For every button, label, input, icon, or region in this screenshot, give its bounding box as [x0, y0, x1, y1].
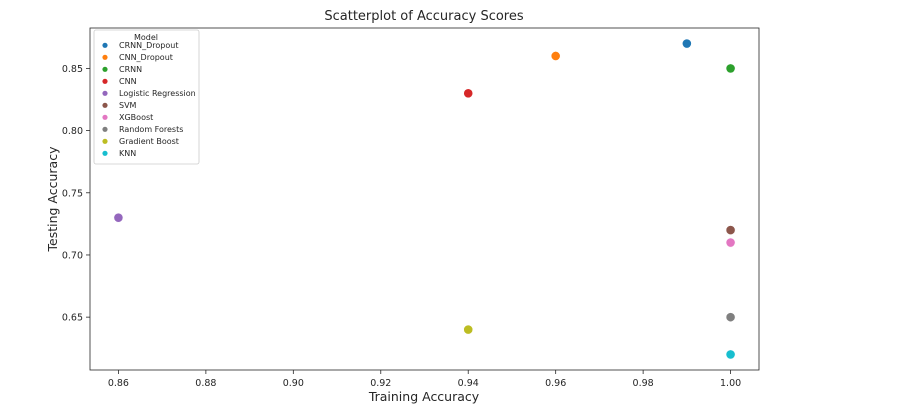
legend-label: Gradient Boost: [119, 137, 179, 146]
x-axis: 0.86 0.88 0.90 0.92 0.94 0.96 0.98 1.00: [108, 370, 741, 389]
legend-marker: [102, 138, 108, 144]
legend-label: Random Forests: [119, 125, 183, 134]
legend-label: CRNN: [119, 65, 142, 74]
legend-label: XGBoost: [119, 113, 153, 122]
legend-marker: [102, 90, 108, 96]
legend-label: KNN: [119, 149, 136, 158]
data-point: [113, 212, 124, 223]
data-point: [725, 63, 736, 74]
y-tick-label: 0.85: [62, 64, 83, 75]
legend-marker: [102, 54, 108, 60]
legend-title: Model: [134, 33, 158, 42]
legend-marker: [102, 150, 108, 156]
data-point: [463, 88, 474, 99]
legend: Model CRNN_Dropout CNN_Dropout CRNN CNN Logi…: [93, 29, 200, 165]
data-point: [725, 349, 736, 360]
legend-marker: [102, 78, 108, 84]
legend-label: Logistic Regression: [119, 89, 196, 98]
legend-items: CRNN_Dropout CNN_Dropout CRNN CNN Logistic R…: [102, 41, 196, 158]
data-point: [550, 51, 561, 61]
x-tick-label: 0.98: [633, 378, 654, 389]
legend-marker: [102, 42, 108, 48]
legend-label: SVM: [119, 101, 137, 110]
legend-label: CNN_Dropout: [119, 53, 173, 62]
x-tick-label: 0.96: [545, 378, 566, 389]
x-tick-label: 0.90: [283, 378, 304, 389]
y-axis: 0.65 0.70 0.75 0.80 0.85: [62, 64, 90, 324]
y-tick-label: 0.75: [62, 188, 83, 199]
x-tick-label: 0.88: [195, 378, 216, 389]
y-tick-label: 0.65: [62, 313, 83, 324]
data-point: [725, 225, 736, 235]
y-axis-label: Testing Accuracy: [45, 146, 60, 253]
x-axis-label: Training Accuracy: [368, 389, 480, 404]
x-tick-label: 0.86: [108, 378, 129, 389]
legend-marker: [102, 102, 108, 108]
x-tick-label: 0.94: [458, 378, 479, 389]
data-point: [725, 312, 736, 323]
x-tick-label: 1.00: [720, 378, 741, 389]
data-point: [463, 324, 474, 335]
legend-marker: [102, 114, 108, 120]
legend-marker: [102, 126, 108, 132]
data-points: [113, 38, 736, 360]
legend-marker: [102, 66, 108, 72]
y-tick-label: 0.80: [62, 126, 83, 137]
data-point: [725, 237, 736, 248]
chart-title: Scatterplot of Accuracy Scores: [324, 9, 524, 24]
y-tick-label: 0.70: [62, 250, 83, 261]
legend-box: [93, 29, 200, 165]
legend-label: CRNN_Dropout: [119, 41, 178, 50]
x-tick-label: 0.92: [370, 378, 391, 389]
plot-area: [89, 27, 760, 371]
legend-label: CNN: [119, 77, 137, 86]
data-point: [681, 38, 692, 49]
